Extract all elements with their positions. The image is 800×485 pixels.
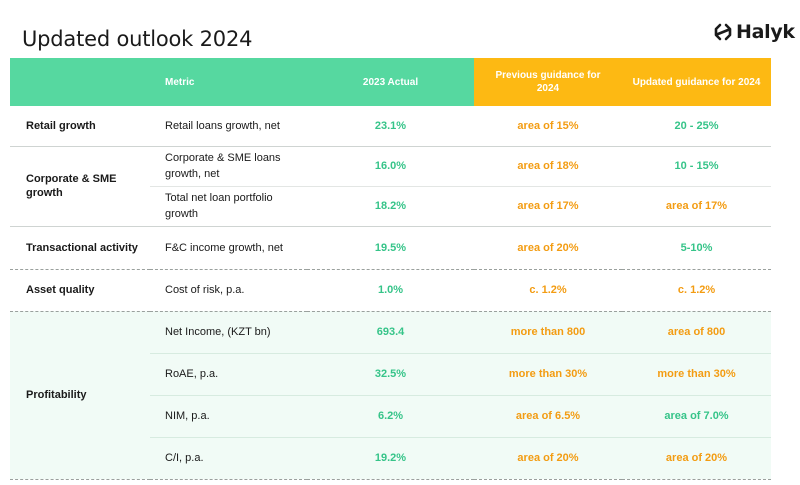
actual-value: 19.2%	[307, 437, 474, 480]
table-row: C/I, p.a. 19.2% area of 20% area of 20%	[10, 437, 771, 480]
table-row: Asset quality Cost of risk, p.a. 1.0% c.…	[10, 269, 771, 312]
actual-value: 693.4	[307, 311, 474, 354]
header-metric: Metric	[150, 58, 307, 106]
table-row: Corporate & SME growth Corporate & SME l…	[10, 146, 771, 227]
previous-guidance-value: more than 30%	[474, 353, 622, 396]
previous-guidance-value: area of 18%	[474, 146, 622, 187]
table-row: NIM, p.a. 6.2% area of 6.5% area of 7.0%	[10, 395, 771, 438]
metric-label: RoAE, p.a.	[150, 353, 307, 396]
metric-label: Total net loan portfolio growth	[150, 186, 307, 227]
updated-guidance-value: area of 7.0%	[622, 395, 771, 438]
previous-guidance-value: area of 20%	[474, 226, 622, 270]
actual-value: 16.0%	[307, 146, 474, 187]
header-actual: 2023 Actual	[307, 58, 474, 106]
updated-guidance-value: area of 20%	[622, 437, 771, 480]
page-title: Updated outlook 2024	[22, 27, 253, 51]
table-header-row: Metric 2023 Actual Previous guidance for…	[10, 58, 771, 106]
category-label: Asset quality	[10, 269, 150, 312]
header-updated-guidance: Updated guidance for 2024	[622, 58, 771, 106]
metric-label: NIM, p.a.	[150, 395, 307, 438]
header-category	[10, 58, 150, 106]
metric-label: F&C income growth, net	[150, 226, 307, 270]
previous-guidance-value: area of 17%	[474, 186, 622, 227]
table-row: Transactional activity F&C income growth…	[10, 226, 771, 270]
updated-guidance-value: area of 17%	[622, 186, 771, 227]
actual-value: 18.2%	[307, 186, 474, 227]
halyk-logo-icon	[714, 23, 732, 41]
metric-label: Net Income, (KZT bn)	[150, 311, 307, 354]
updated-guidance-value: 5-10%	[622, 226, 771, 270]
actual-value: 1.0%	[307, 269, 474, 312]
metric-label: Corporate & SME loans growth, net	[150, 146, 307, 187]
actual-value: 32.5%	[307, 353, 474, 396]
table-row: Total net loan portfolio growth 18.2% ar…	[10, 186, 771, 227]
outlook-table: Metric 2023 Actual Previous guidance for…	[10, 58, 771, 480]
previous-guidance-value: area of 15%	[474, 106, 622, 147]
category-label: Retail growth	[10, 106, 150, 147]
category-label: Profitability	[10, 311, 150, 480]
halyk-logo: Halyk	[713, 20, 795, 44]
header-previous-guidance: Previous guidance for 2024	[474, 58, 622, 106]
metric-label: Cost of risk, p.a.	[150, 269, 307, 312]
category-label: Transactional activity	[10, 226, 150, 270]
table-row: RoAE, p.a. 32.5% more than 30% more than…	[10, 353, 771, 396]
updated-guidance-value: more than 30%	[622, 353, 771, 396]
previous-guidance-value: more than 800	[474, 311, 622, 354]
actual-value: 6.2%	[307, 395, 474, 438]
category-label: Corporate & SME growth	[10, 146, 150, 227]
updated-guidance-value: c. 1.2%	[622, 269, 771, 312]
table-row: Profitability Net Income, (KZT bn) 693.4…	[10, 311, 771, 480]
previous-guidance-value: area of 20%	[474, 437, 622, 480]
updated-guidance-value: 20 - 25%	[622, 106, 771, 147]
previous-guidance-value: area of 6.5%	[474, 395, 622, 438]
metric-label: Retail loans growth, net	[150, 106, 307, 147]
previous-guidance-value: c. 1.2%	[474, 269, 622, 312]
actual-value: 23.1%	[307, 106, 474, 147]
updated-guidance-value: area of 800	[622, 311, 771, 354]
metric-label: C/I, p.a.	[150, 437, 307, 480]
updated-guidance-value: 10 - 15%	[622, 146, 771, 187]
table-row: Retail growth Retail loans growth, net 2…	[10, 106, 771, 147]
logo-text: Halyk	[736, 21, 795, 43]
actual-value: 19.5%	[307, 226, 474, 270]
